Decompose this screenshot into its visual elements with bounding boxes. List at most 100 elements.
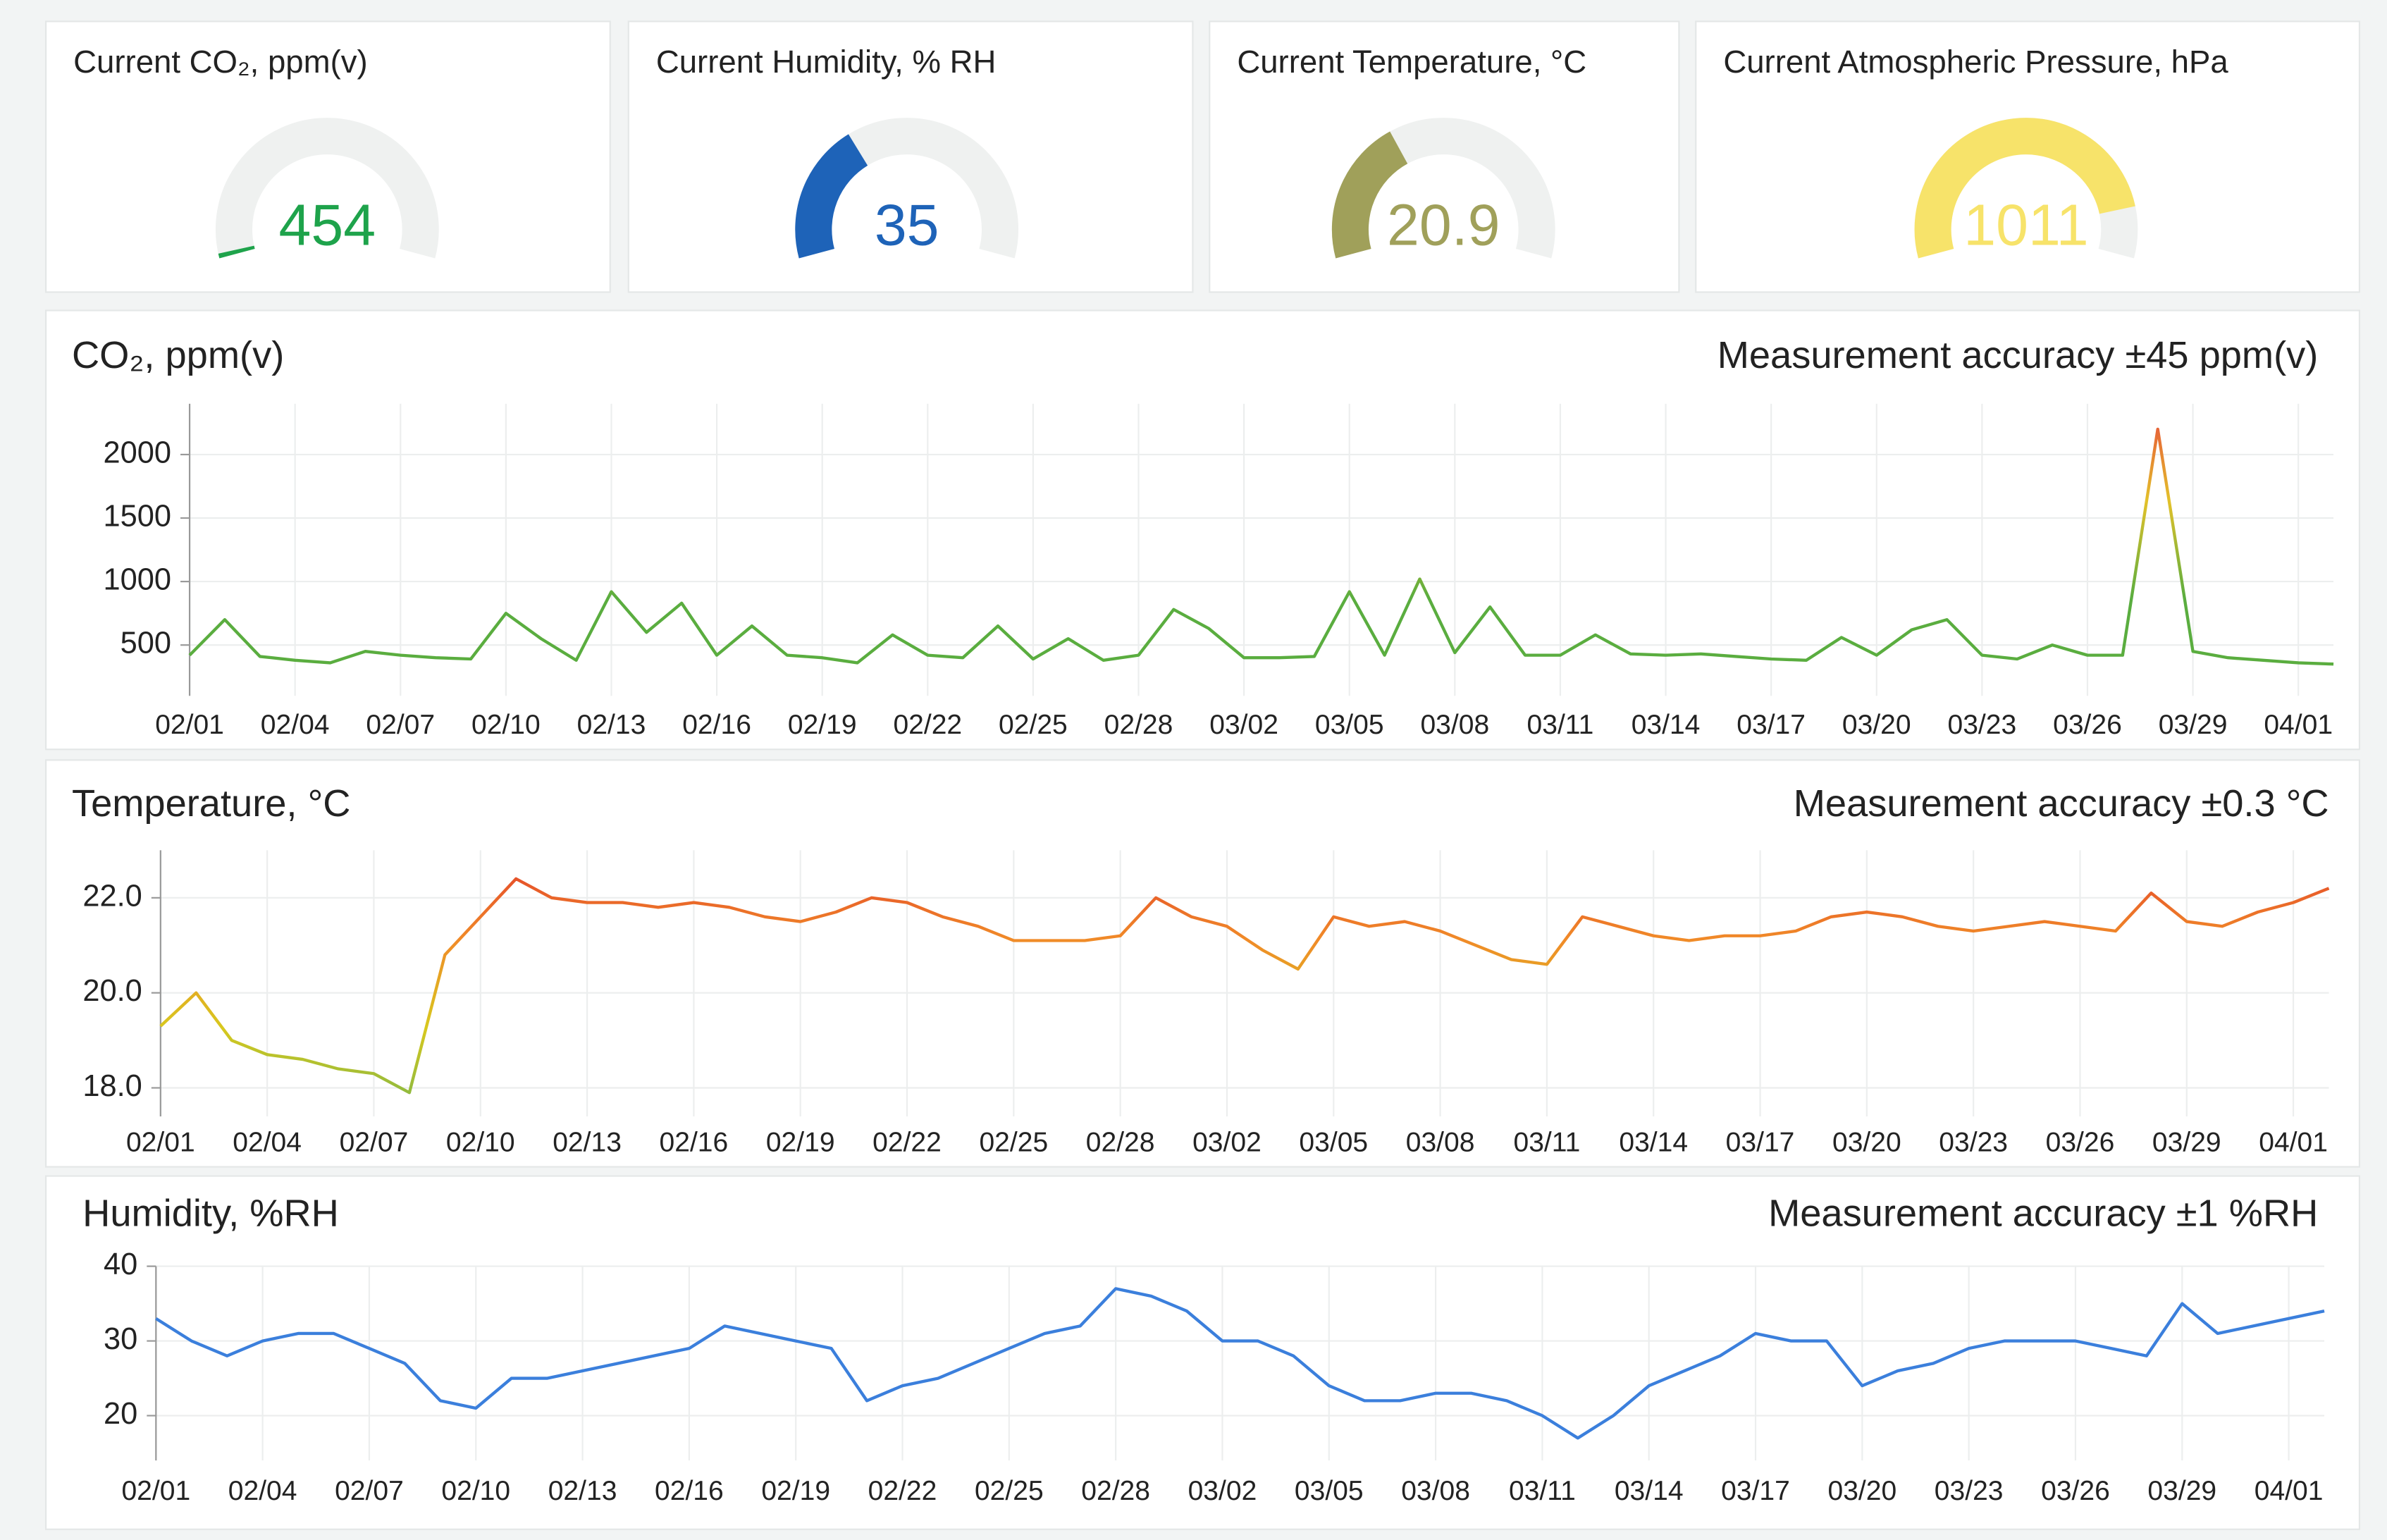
x-tick-label: 02/19 (788, 710, 857, 740)
y-tick-label: 1000 (104, 563, 172, 597)
gauge-card (1209, 20, 1680, 293)
x-tick-label: 04/01 (2259, 1127, 2328, 1157)
x-tick-label: 04/01 (2255, 1476, 2324, 1506)
y-tick-label: 500 (121, 627, 171, 660)
x-tick-label: 03/26 (2053, 710, 2122, 740)
x-tick-label: 03/23 (1935, 1476, 2004, 1506)
x-tick-label: 03/17 (1737, 710, 1806, 740)
x-tick-label: 03/05 (1315, 710, 1384, 740)
x-tick-label: 03/11 (1527, 710, 1594, 740)
x-tick-label: 02/28 (1104, 710, 1173, 740)
x-tick-label: 03/14 (1632, 710, 1701, 740)
x-tick-label: 03/02 (1188, 1476, 1257, 1506)
gauge-track (215, 118, 439, 259)
x-tick-label: 02/25 (999, 710, 1068, 740)
x-tick-label: 02/07 (340, 1127, 409, 1157)
x-tick-label: 02/01 (121, 1476, 190, 1506)
x-tick-label: 02/10 (441, 1476, 510, 1506)
x-tick-label: 03/17 (1721, 1476, 1790, 1506)
x-tick-label: 02/07 (335, 1476, 404, 1506)
x-tick-label: 03/08 (1420, 710, 1489, 740)
y-tick-label: 22.0 (82, 879, 142, 913)
y-tick-label: 20 (104, 1397, 137, 1431)
x-tick-label: 02/04 (261, 710, 330, 740)
x-tick-label: 02/28 (1086, 1127, 1155, 1157)
x-tick-label: 03/08 (1406, 1127, 1475, 1157)
data-line (188, 427, 2334, 666)
x-tick-label: 02/16 (660, 1127, 729, 1157)
y-tick-label: 2000 (104, 436, 172, 469)
x-tick-label: 03/23 (1948, 710, 2017, 740)
x-tick-label: 02/13 (577, 710, 646, 740)
x-tick-label: 03/17 (1726, 1127, 1795, 1157)
x-tick-label: 03/05 (1295, 1476, 1364, 1506)
y-tick-label: 30 (104, 1322, 137, 1356)
y-tick-label: 40 (104, 1248, 137, 1281)
gauge-value: 35 (875, 192, 939, 257)
x-tick-label: 02/16 (655, 1476, 724, 1506)
x-tick-label: 02/13 (553, 1127, 622, 1157)
x-tick-label: 03/20 (1832, 1127, 1901, 1157)
gauge-title: Current Atmospheric Pressure, hPa (1723, 44, 2228, 80)
x-tick-label: 03/23 (1939, 1127, 2008, 1157)
x-tick-label: 03/02 (1209, 710, 1278, 740)
gauge-card (627, 20, 1194, 293)
gauge-fill (1331, 131, 1408, 259)
x-tick-label: 03/29 (2152, 1127, 2221, 1157)
x-tick-label: 02/01 (155, 710, 224, 740)
x-tick-label: 02/25 (979, 1127, 1048, 1157)
x-tick-label: 02/10 (471, 710, 541, 740)
x-tick-label: 03/11 (1513, 1127, 1580, 1157)
x-tick-label: 02/19 (761, 1476, 830, 1506)
y-tick-label: 20.0 (82, 974, 142, 1008)
x-tick-label: 02/04 (228, 1476, 297, 1506)
x-tick-label: 03/29 (2159, 710, 2228, 740)
chart-annotation: Measurement accuracy ±0.3 °C (1794, 782, 2329, 825)
gauge-fill (1914, 118, 2135, 259)
x-tick-label: 02/22 (868, 1476, 937, 1506)
x-tick-label: 03/02 (1192, 1127, 1262, 1157)
x-tick-label: 02/25 (975, 1476, 1044, 1506)
x-tick-label: 03/29 (2147, 1476, 2216, 1506)
gauge-value: 20.9 (1387, 192, 1500, 257)
chart-title: Temperature, °C (72, 782, 350, 825)
gauge-title: Current Temperature, °C (1237, 44, 1586, 80)
gauge-title: Current Humidity, % RH (656, 44, 997, 80)
x-tick-label: 02/22 (893, 710, 962, 740)
gauge-fill (218, 245, 255, 259)
x-tick-label: 02/07 (366, 710, 435, 740)
gauge-fill (795, 134, 868, 259)
y-tick-label: 18.0 (82, 1069, 142, 1103)
x-tick-label: 03/20 (1842, 710, 1911, 740)
gauge-value: 454 (279, 192, 376, 257)
x-tick-label: 02/22 (872, 1127, 942, 1157)
x-tick-label: 02/19 (766, 1127, 835, 1157)
x-tick-label: 04/01 (2264, 710, 2333, 740)
x-tick-label: 03/14 (1615, 1476, 1684, 1506)
x-tick-label: 03/08 (1401, 1476, 1470, 1506)
chart-card (45, 309, 2361, 751)
y-tick-label: 1500 (104, 499, 172, 533)
x-tick-label: 02/16 (682, 710, 751, 740)
data-line (155, 1287, 2325, 1440)
x-tick-label: 03/05 (1299, 1127, 1368, 1157)
x-tick-label: 02/01 (126, 1127, 195, 1157)
gauge-card (1695, 20, 2361, 293)
gauge-card (45, 20, 611, 293)
gauge-value: 1011 (1963, 192, 2088, 257)
x-tick-label: 02/28 (1081, 1476, 1150, 1506)
x-tick-label: 03/11 (1509, 1476, 1576, 1506)
chart-annotation: Measurement accuracy ±45 ppm(v) (1717, 334, 2319, 376)
x-tick-label: 03/20 (1827, 1476, 1896, 1506)
x-tick-label: 03/14 (1619, 1127, 1688, 1157)
chart-title: Humidity, %RH (82, 1192, 339, 1234)
gauge-title: Current CO₂, ppm(v) (73, 44, 368, 80)
x-tick-label: 03/26 (2041, 1476, 2110, 1506)
chart-annotation: Measurement accuracy ±1 %RH (1768, 1192, 2318, 1234)
chart-card (45, 1175, 2361, 1530)
x-tick-label: 03/26 (2046, 1127, 2115, 1157)
x-tick-label: 02/10 (446, 1127, 515, 1157)
x-tick-label: 02/13 (548, 1476, 617, 1506)
